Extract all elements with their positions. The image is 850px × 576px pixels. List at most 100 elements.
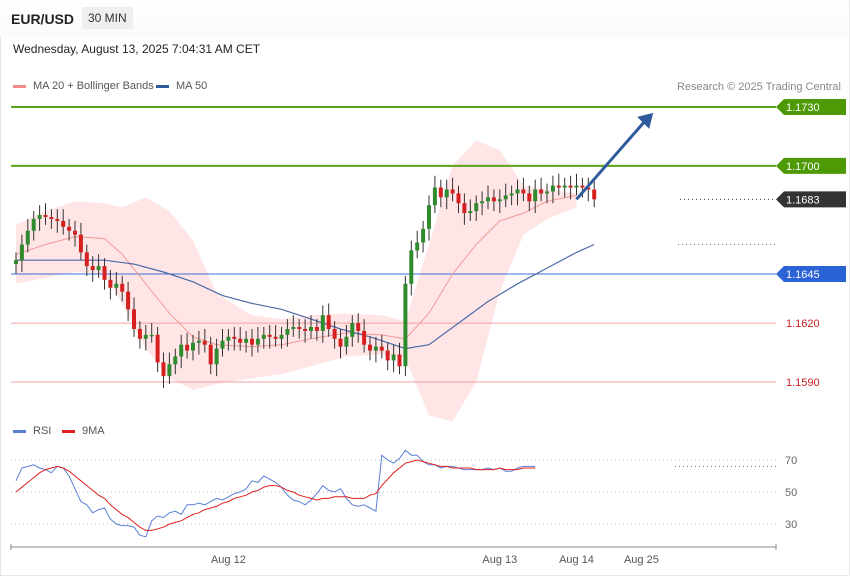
level-label-resistance-1: 1.1700 xyxy=(786,161,820,173)
candle-body xyxy=(132,309,136,329)
candle-body xyxy=(297,327,302,329)
candle-body xyxy=(338,338,343,347)
candle-body xyxy=(409,250,414,284)
candle-body xyxy=(90,266,95,271)
candle-body xyxy=(167,364,172,377)
candle-body xyxy=(421,228,426,243)
candle-body xyxy=(480,201,485,204)
candle-body xyxy=(226,336,231,341)
candle-body xyxy=(49,217,54,219)
candle-body xyxy=(208,344,213,365)
candle-body xyxy=(173,356,178,365)
candle-body xyxy=(509,193,514,196)
candle-body xyxy=(368,344,372,351)
level-label-resistance-2: 1.1730 xyxy=(786,102,820,114)
candle-body xyxy=(379,346,384,351)
datetime-label: Wednesday, August 13, 2025 7:04:31 AM CE… xyxy=(13,42,261,56)
candle-body xyxy=(350,323,355,337)
level-label-support-1: 1.1620 xyxy=(786,318,820,330)
candle-body xyxy=(592,189,597,200)
candle-body xyxy=(279,334,284,339)
legend-swatch-9ma xyxy=(62,429,75,433)
legend-rsi: RSI xyxy=(13,425,51,437)
candle-body xyxy=(55,218,60,221)
candle-body xyxy=(574,185,579,188)
candle-body xyxy=(332,328,337,339)
candle-body xyxy=(438,187,443,198)
candle-body xyxy=(320,315,325,331)
candle-body xyxy=(314,327,319,331)
candle-body xyxy=(474,203,479,212)
candle-body xyxy=(114,283,119,288)
candle-body xyxy=(202,340,207,345)
candle-body xyxy=(108,279,113,288)
candle-body xyxy=(273,336,278,339)
x-tick-label: Aug 12 xyxy=(211,554,246,566)
candle-body xyxy=(161,362,166,377)
candle-body xyxy=(550,185,555,192)
candle-body xyxy=(586,187,591,190)
copyright-text: Research © 2025 Trading Central xyxy=(676,81,841,93)
candle-body xyxy=(568,185,573,188)
candle-body xyxy=(432,187,437,206)
candle-body xyxy=(444,189,449,198)
level-tag-last-price xyxy=(776,191,846,208)
candle-body xyxy=(232,336,237,339)
candle-body xyxy=(362,330,367,345)
candle-body xyxy=(73,230,77,235)
candle-body xyxy=(61,220,66,227)
legend-9ma: 9MA xyxy=(62,425,105,437)
candle-body xyxy=(385,350,390,361)
candle-body xyxy=(196,340,201,343)
candle-body xyxy=(521,189,526,194)
candle-body xyxy=(78,234,83,253)
candle-body xyxy=(450,189,455,194)
candle-body xyxy=(356,323,361,331)
legend-label-ma20: MA 20 + Bollinger Bands xyxy=(33,80,154,92)
candle-body xyxy=(556,185,561,188)
candle-body xyxy=(244,338,249,343)
bollinger-band-area xyxy=(16,140,577,422)
candle-body xyxy=(149,334,154,337)
legend-label-ma50: MA 50 xyxy=(176,80,208,92)
candle-body xyxy=(486,197,490,202)
legend-swatch-ma20 xyxy=(13,84,26,88)
candle-body xyxy=(344,336,349,347)
candle-body xyxy=(120,283,125,292)
candle-body xyxy=(497,199,502,202)
candle-body xyxy=(67,226,72,231)
level-tag-pivot xyxy=(776,265,846,282)
level-tag-resistance-1 xyxy=(776,157,846,174)
candle-body xyxy=(491,197,496,202)
candle-body xyxy=(14,260,18,265)
candle-body xyxy=(468,211,473,214)
candle-body xyxy=(427,205,431,229)
candle-body xyxy=(533,189,538,202)
legend-swatch-ma50 xyxy=(156,84,169,88)
candle-body xyxy=(220,340,225,349)
rsi-series-9ma xyxy=(15,459,536,531)
x-tick-label: Aug 14 xyxy=(559,554,594,566)
timeframe-button[interactable]: 30 MIN xyxy=(82,7,133,29)
candle-body xyxy=(303,328,308,331)
candle-body xyxy=(37,215,42,219)
candle-body xyxy=(238,338,243,343)
candle-body xyxy=(285,328,290,335)
candle-body xyxy=(102,266,107,280)
level-label-last-price: 1.1683 xyxy=(786,194,820,206)
legend-ma20: MA 20 + Bollinger Bands xyxy=(13,80,154,92)
candle-body xyxy=(539,189,544,194)
candle-body xyxy=(580,185,585,188)
rsi-tick-70: 70 xyxy=(785,455,797,467)
candle-body xyxy=(503,195,508,200)
forecast-arrow-head xyxy=(637,112,654,129)
legend-label-9ma: 9MA xyxy=(82,425,105,437)
level-label-support-2: 1.1590 xyxy=(786,377,820,389)
candle-body xyxy=(96,266,101,271)
legend-ma50: MA 50 xyxy=(156,80,207,92)
candle-body xyxy=(191,342,195,351)
candle-body xyxy=(19,244,24,261)
candle-body xyxy=(545,191,549,194)
level-label-pivot: 1.1645 xyxy=(786,269,820,281)
